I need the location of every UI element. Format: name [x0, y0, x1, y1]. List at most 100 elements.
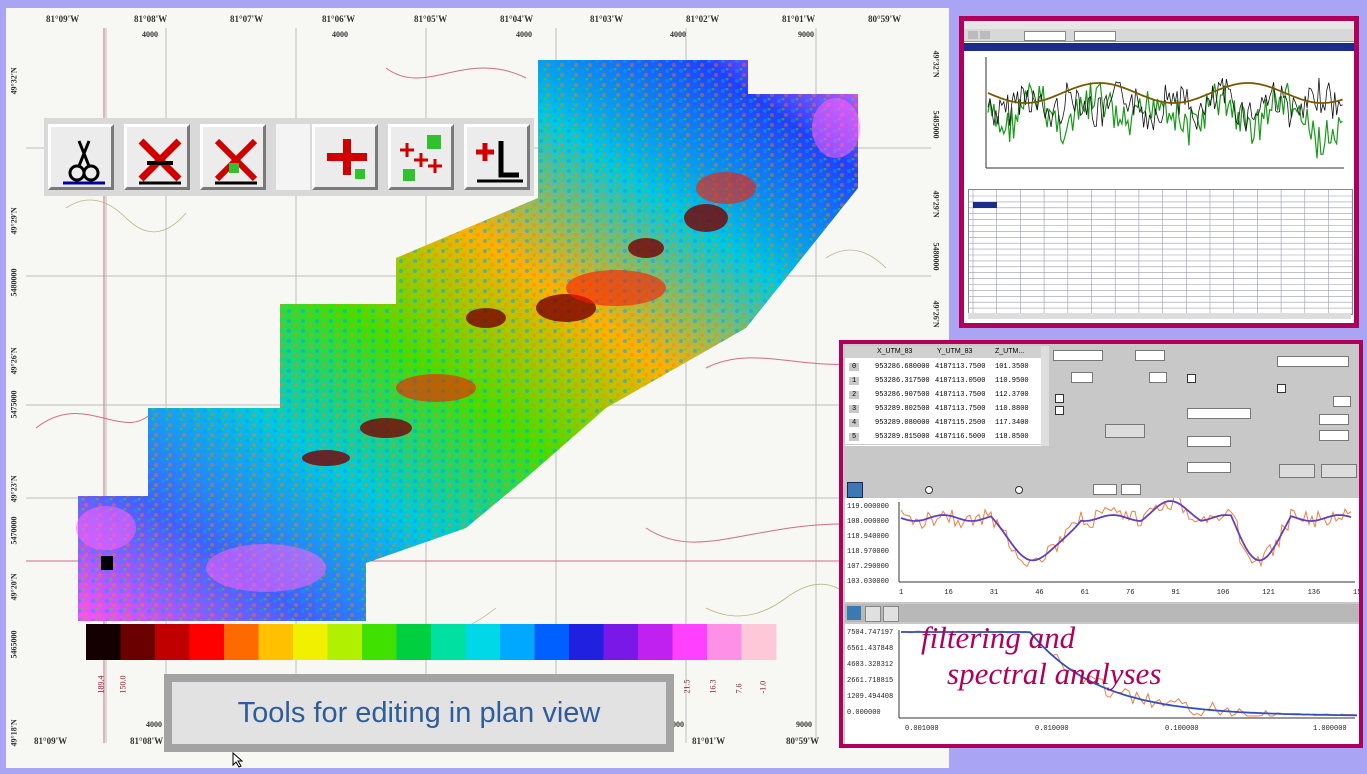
add-line-tool-button[interactable] — [464, 124, 530, 190]
radio-option[interactable] — [925, 486, 933, 494]
checkbox-option[interactable] — [1277, 384, 1286, 393]
colorbar-swatch — [431, 624, 466, 660]
colorbar-swatch — [362, 624, 397, 660]
sample-end-input[interactable] — [1149, 372, 1167, 383]
vertical-scrollbar[interactable] — [1041, 346, 1049, 446]
param-input[interactable] — [1333, 396, 1351, 407]
spectral-analysis-window: X_UTM_83 Y_UTM_83 Z_UTM... 0 953286.68000… — [839, 340, 1363, 748]
lon-label: 81°08'W — [134, 14, 168, 24]
x-tick-label: 151 — [1353, 589, 1361, 597]
x-tick-label: 1 — [899, 589, 903, 597]
y-tick-label: 118.940000 — [847, 533, 889, 541]
y-tick-label: 4603.328312 — [847, 661, 893, 669]
colorbar-swatch — [672, 624, 708, 660]
utm-label: 9000 — [796, 720, 812, 729]
profile-plot: 119.000000 108.000000 118.940000 118.970000… — [845, 498, 1361, 602]
param-input[interactable] — [1319, 414, 1349, 425]
delete-line-tool-button[interactable] — [124, 124, 190, 190]
lat-label: 49°32'N — [9, 67, 19, 95]
colorbar-label: 189.4 — [96, 675, 106, 694]
y-tick-label: 7504.747197 — [847, 629, 893, 637]
colorbar-swatch — [327, 624, 363, 660]
lat-label: 49°23'N — [9, 475, 19, 503]
close-button[interactable] — [1321, 464, 1357, 478]
table-row[interactable]: 3 953289.802500 4187113.7500 110.8800 — [845, 402, 1041, 417]
colorbar-swatch — [741, 624, 777, 660]
toolbar-dropdown[interactable] — [1024, 31, 1066, 41]
param-input[interactable] — [1319, 430, 1349, 441]
filter-caption-line2: spectral analyses — [947, 656, 1162, 691]
magnetic-map — [26, 28, 931, 743]
x-tick-label: 1.000000 — [1313, 725, 1347, 733]
data-grid — [968, 189, 1353, 315]
window-select[interactable] — [1277, 356, 1349, 367]
power-spectrum-plot: 7504.747197 6561.437848 4603.328312 2661.71… — [845, 624, 1359, 744]
utm-label: 4000 — [670, 30, 686, 39]
add-multiple-points-tool-button[interactable] — [388, 124, 454, 190]
table-row[interactable]: 1 953286.317500 4187113.0500 110.9500 — [845, 374, 1041, 389]
table-row[interactable]: 0 953286.680000 4187113.7500 101.3500 — [845, 360, 1041, 375]
toolbar-dropdown[interactable] — [1074, 31, 1116, 41]
x-tick-label: 121 — [1262, 589, 1275, 597]
checkbox-option[interactable] — [1187, 374, 1196, 383]
x-tick-label: 91 — [1171, 589, 1179, 597]
utm-label: 4000 — [668, 720, 684, 729]
editing-toolbar — [44, 118, 534, 196]
table-row[interactable]: 2 953286.907500 4187113.7500 112.3700 — [845, 388, 1041, 403]
mode-select[interactable] — [1053, 350, 1103, 361]
radio-option[interactable] — [1015, 486, 1023, 494]
colorbar-swatch — [120, 624, 156, 660]
lat-label: 5470000 — [9, 516, 19, 545]
lat-label: 5480000 — [931, 242, 941, 271]
table-cell: 953286.680000 — [875, 363, 930, 371]
checkbox-option[interactable] — [1055, 406, 1064, 415]
window-toolbar — [964, 29, 1354, 42]
y-tick-label: 103.030000 — [847, 578, 889, 586]
param-input[interactable] — [1121, 484, 1141, 495]
cut-tool-button[interactable] — [48, 124, 114, 190]
param-input[interactable] — [1093, 484, 1117, 495]
zoom-icon[interactable] — [847, 606, 861, 620]
apply-button[interactable] — [1105, 424, 1145, 438]
delete-points-tool-button[interactable] — [200, 124, 266, 190]
lon-label: 80°59'W — [868, 14, 902, 24]
table-cell: 4187113.0500 — [935, 377, 986, 385]
y-tick-label: 108.000000 — [847, 518, 889, 526]
toolbar-button[interactable] — [968, 31, 978, 39]
lon-label: 80°59'W — [786, 736, 820, 746]
horizontal-scrollbar[interactable] — [968, 313, 1351, 319]
add-points-icon — [400, 135, 442, 181]
toolbar-button[interactable] — [883, 606, 899, 622]
param-input[interactable] — [1187, 462, 1231, 473]
lon-label: 81°02'W — [686, 14, 720, 24]
data-grid-lines — [969, 190, 1353, 315]
run-button[interactable] — [1279, 464, 1315, 478]
filter-type-input[interactable] — [1187, 408, 1251, 419]
lon-label: 81°03'W — [590, 14, 624, 24]
time-series-plot — [974, 53, 1352, 181]
checkbox-option[interactable] — [1055, 394, 1064, 403]
y-tick-label: 118.970000 — [847, 548, 889, 556]
table-row[interactable]: 4 953289.080000 4187115.2500 117.3400 — [845, 416, 1041, 431]
colorbar-swatch — [534, 624, 570, 660]
lat-label: 49°29'N — [9, 207, 19, 235]
toolbar-button[interactable] — [980, 31, 990, 39]
y-tick-label: 0.000000 — [847, 709, 881, 717]
table-cell: 953289.815000 — [875, 433, 930, 441]
toolbar-button[interactable] — [865, 606, 881, 622]
add-point-tool-button[interactable] — [312, 124, 378, 190]
colorbar-swatch — [258, 624, 294, 660]
x-tick-label: 46 — [1035, 589, 1043, 597]
zoom-icon[interactable] — [847, 482, 863, 498]
channel-select[interactable] — [1135, 350, 1165, 361]
table-row[interactable]: 5 953289.815000 4187116.5000 118.8500 — [845, 430, 1041, 445]
table-body: 0 953286.680000 4187113.7500 101.3500 1 95328… — [845, 360, 1041, 450]
bottom-longitude-labels: 81°09'W 81°08'W 81°01'W 80°59'W 4000 400… — [6, 712, 949, 752]
param-input[interactable] — [1187, 436, 1231, 447]
table-cell: 112.3700 — [995, 391, 1029, 399]
x-tick-label: 0.001000 — [905, 725, 939, 733]
x-tick-label: 76 — [1126, 589, 1134, 597]
table-cell: 4187116.5000 — [935, 433, 986, 441]
table-cell: 101.3500 — [995, 363, 1029, 371]
sample-start-input[interactable] — [1071, 372, 1093, 383]
